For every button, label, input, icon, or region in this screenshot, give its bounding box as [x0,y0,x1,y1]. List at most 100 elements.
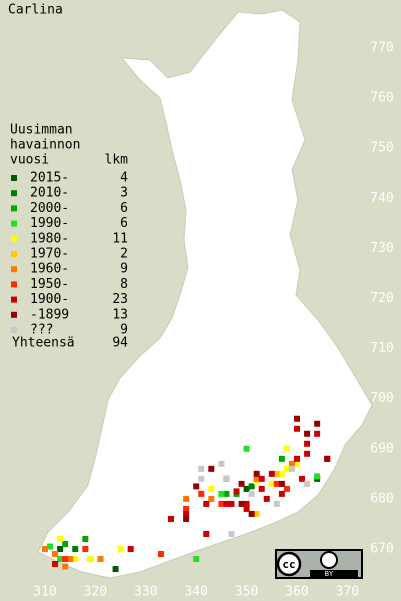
y-tick-label: 750 [370,141,393,156]
by-strip [310,570,358,577]
observation-square [168,515,174,522]
observation-square [117,546,124,552]
y-tick-label: 730 [370,241,393,256]
y-tick-label: 710 [370,341,393,356]
observation-square [238,500,245,507]
observation-square [112,566,119,573]
legend-swatch [11,205,17,212]
observation-square [203,500,210,507]
legend-swatch [11,190,17,197]
observation-square [283,445,290,452]
observation-square [72,546,79,552]
observation-square [243,445,250,452]
observation-square [57,546,64,552]
observation-square [278,455,285,462]
legend-count: 9 [120,323,128,338]
observation-square [218,500,225,507]
legend-count: 4 [120,171,128,186]
legend-swatch [11,220,17,227]
legend-label: 1980- [30,231,69,246]
legend-label: 1970- [30,247,69,262]
by-icon [320,551,338,569]
observation-square [294,460,300,467]
observation-square [304,440,311,447]
observation-square [193,556,200,563]
observation-square [62,540,69,547]
observation-square [243,505,250,512]
observation-square [268,470,275,477]
observation-square [288,460,295,467]
cc-text: cc [282,558,295,571]
by-text: BY [325,570,334,578]
observation-square [253,470,260,477]
legend-count: 8 [120,277,128,292]
observation-square [273,470,280,477]
observation-square [208,495,215,502]
observation-square [42,546,48,552]
observation-square [97,556,104,563]
x-tick-label: 330 [134,585,157,600]
observation-square [278,470,285,477]
y-tick-label: 700 [370,391,393,406]
observation-square [47,543,54,550]
legend-label: -1899 [30,307,69,322]
observation-square [294,415,300,422]
y-tick-label: 680 [370,491,393,506]
observation-square [82,546,89,552]
observation-square [278,480,285,487]
observation-square [263,495,270,502]
observation-square [294,425,300,432]
legend-label: 1950- [30,277,69,292]
observation-square [324,455,331,462]
observation-square [248,510,255,517]
observation-square [304,480,311,487]
observation-square [223,490,230,497]
y-tick-label: 760 [370,91,393,106]
observation-square [183,510,190,517]
y-tick-label: 720 [370,291,393,306]
legend-count: 6 [120,216,128,231]
legend-label: 2010- [30,186,69,201]
observation-square [248,483,255,490]
legend-swatch [11,266,17,273]
observation-square [228,530,235,537]
observation-square [258,485,265,492]
legend-swatch [11,251,17,257]
observation-square [198,475,205,482]
observation-square [208,485,215,492]
x-tick-label: 360 [285,585,308,600]
observation-square [183,495,190,502]
observation-square [57,535,64,542]
legend-swatch [11,175,17,181]
observation-square [299,475,306,482]
cc-icon [276,551,302,577]
observation-square [223,475,230,482]
map-title: Carlina [8,3,63,18]
legend-header: havainnon [10,138,80,153]
observation-square [67,556,74,563]
legend-swatch [11,296,17,303]
observation-square [278,490,285,497]
legend-count: 23 [112,292,128,307]
y-tick-label: 670 [370,542,393,557]
observation-square [183,515,190,522]
observation-square [52,551,59,558]
y-tick-label: 770 [370,41,393,56]
observation-square [87,556,94,563]
observation-square [52,561,59,568]
x-tick-label: 340 [184,585,207,600]
legend-swatch [11,327,17,333]
x-tick-label: 370 [336,585,359,600]
legend-count-header: lkm [105,153,129,168]
observation-square [268,480,275,487]
observation-square [304,430,311,437]
license-badge: cc BY [275,549,363,579]
observation-square [273,480,280,487]
observation-square [127,546,134,552]
observation-square [314,420,321,427]
legend-count: 9 [120,262,128,277]
observation-square [223,500,230,507]
observation-square [283,465,290,472]
legend-label: 2015- [30,171,69,186]
finland-outline [37,9,373,579]
